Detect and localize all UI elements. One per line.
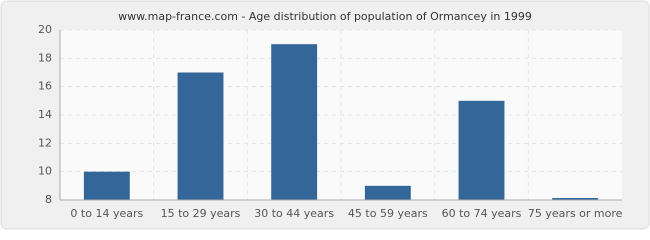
y-tick-label: 12 [38,136,52,149]
y-tick-label: 20 [38,23,52,36]
x-tick-label: 75 years or more [528,207,623,220]
bar [177,72,224,200]
x-tick-label: 60 to 74 years [442,207,522,220]
y-tick-label: 16 [38,80,52,93]
y-tick-label: 14 [38,108,52,121]
bar [458,100,505,200]
chart: www.map-france.com - Age distribution of… [0,0,650,230]
x-tick-label: 45 to 59 years [348,207,428,220]
y-tick-label: 10 [38,165,52,178]
y-tick-label: 8 [45,193,52,206]
x-tick-label: 0 to 14 years [70,207,143,220]
bar [552,198,599,200]
bar [271,44,318,200]
x-tick-label: 30 to 44 years [254,207,334,220]
y-tick-label: 18 [38,51,52,64]
chart-title: www.map-france.com - Age distribution of… [118,10,532,23]
bar [364,185,411,200]
x-tick-label: 15 to 29 years [161,207,241,220]
bar [83,171,130,200]
